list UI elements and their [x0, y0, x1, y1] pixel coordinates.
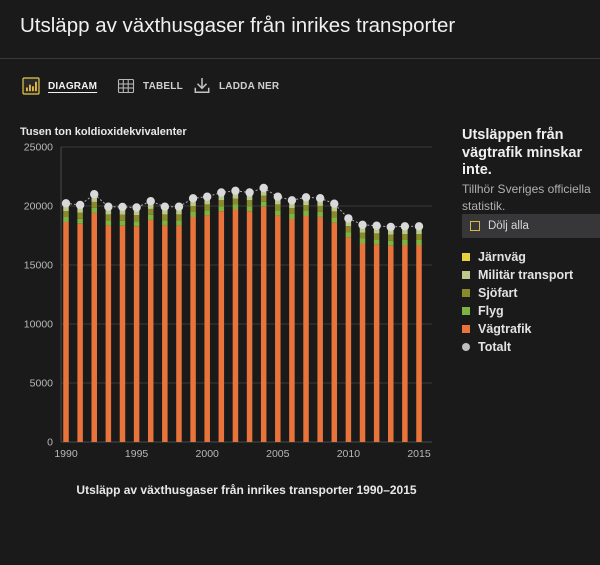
svg-text:2010: 2010 [337, 448, 361, 460]
svg-text:20000: 20000 [24, 201, 53, 213]
svg-text:15000: 15000 [24, 260, 53, 272]
svg-text:1990: 1990 [54, 448, 78, 460]
svg-text:2000: 2000 [196, 448, 220, 460]
svg-text:2015: 2015 [407, 448, 431, 460]
svg-text:1995: 1995 [125, 448, 149, 460]
svg-text:25000: 25000 [24, 142, 53, 154]
svg-text:0: 0 [47, 437, 53, 449]
svg-text:5000: 5000 [30, 378, 54, 390]
svg-text:2005: 2005 [266, 448, 290, 460]
svg-text:10000: 10000 [24, 319, 53, 331]
